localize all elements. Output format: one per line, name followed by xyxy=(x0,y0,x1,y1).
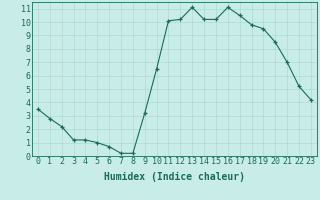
X-axis label: Humidex (Indice chaleur): Humidex (Indice chaleur) xyxy=(104,172,245,182)
